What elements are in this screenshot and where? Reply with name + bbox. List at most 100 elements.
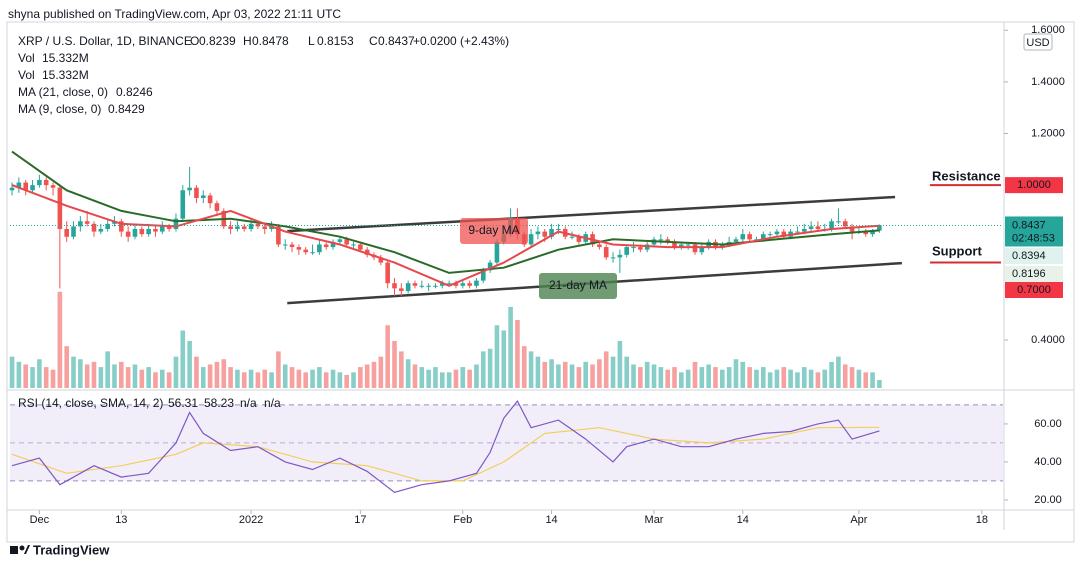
rsi-y-tick-label: 20.00	[1034, 494, 1062, 506]
volume-legend-name: Vol	[18, 68, 35, 82]
volume-bar	[371, 361, 377, 388]
level-price-box	[1005, 177, 1063, 194]
volume-bar	[248, 369, 254, 388]
currency-box[interactable]	[1023, 33, 1053, 51]
currency-label[interactable]: USD	[1026, 37, 1049, 49]
volume-bar	[849, 367, 855, 388]
rsi-sma-legend-value: 58.23	[204, 396, 234, 410]
volume-bar	[842, 364, 848, 388]
volume-bar	[344, 374, 349, 388]
level-price-label: 1.0000	[1017, 179, 1051, 191]
volume-bar	[323, 372, 329, 388]
x-tick-label: 14	[737, 514, 749, 526]
volume-bar	[153, 372, 158, 388]
volume-bar	[207, 364, 213, 388]
x-tick-label: 2022	[239, 514, 263, 526]
y-tick-label: 1.2000	[1031, 127, 1065, 139]
candle-body	[528, 234, 534, 245]
level-price-box	[1005, 282, 1063, 298]
candle-body	[576, 236, 582, 242]
volume-bar	[187, 340, 192, 388]
volume-bar	[289, 367, 295, 388]
footer-brand: TradingView	[33, 542, 110, 557]
last-price-timer: 02:48:53	[1012, 232, 1055, 244]
volume-bar	[412, 364, 418, 388]
volume-bar	[576, 367, 582, 388]
candle-body	[433, 285, 438, 287]
volume-bar	[822, 369, 828, 388]
candle-body	[610, 257, 616, 259]
candle-body	[337, 239, 343, 242]
volume-bar	[720, 369, 725, 388]
volume-bar	[699, 367, 705, 388]
volume-bar	[43, 367, 49, 388]
candle-body	[440, 283, 445, 286]
candle-body	[815, 226, 821, 230]
candle-body	[460, 283, 466, 286]
volume-bar	[617, 340, 623, 388]
candle-body	[330, 241, 336, 248]
volume-bar	[651, 364, 657, 388]
candle-body	[57, 187, 63, 230]
ma-price-label: 0.8196	[1012, 268, 1046, 280]
candle-body	[194, 187, 199, 199]
candle-body	[405, 283, 411, 291]
volume-bar	[91, 361, 97, 388]
volume-bar	[706, 364, 711, 388]
volume-bar	[392, 340, 397, 388]
candle-body	[870, 231, 875, 235]
volume-bar	[30, 367, 35, 388]
level-name: Resistance	[932, 168, 1001, 183]
volume-bar	[276, 351, 281, 388]
x-tick-label: Dec	[30, 514, 50, 526]
candle-body	[808, 226, 814, 230]
candle-body	[549, 229, 554, 237]
candle-body	[535, 231, 541, 235]
ohlc-value: 0.8239	[199, 34, 236, 48]
volume-bar	[125, 367, 131, 388]
candle-body	[241, 226, 247, 230]
candle-body	[146, 229, 151, 235]
volume-bar	[214, 361, 220, 388]
volume-bar	[241, 372, 247, 388]
candle-body	[23, 182, 29, 191]
candle-body	[207, 195, 213, 204]
rsi-y-tick-label: 60.00	[1034, 418, 1062, 430]
candle-body	[344, 239, 349, 245]
candle-body	[125, 231, 131, 237]
candle-body	[767, 234, 773, 236]
volume-bar	[501, 330, 507, 388]
volume-bar	[433, 367, 438, 388]
volume-bar	[549, 359, 554, 388]
candle-body	[64, 229, 69, 237]
y-tick-label: 0.4000	[1031, 334, 1065, 346]
candle-body	[9, 187, 15, 191]
candle-body	[863, 231, 869, 235]
volume-bar	[877, 379, 882, 388]
candle-body	[364, 249, 370, 255]
candle-body	[91, 223, 97, 232]
volume-bar	[692, 361, 698, 388]
volume-bar	[836, 356, 841, 388]
candle-body	[214, 203, 220, 211]
candle-body	[556, 229, 561, 231]
volume-bar	[453, 369, 459, 388]
volume-bar	[358, 367, 363, 388]
volume-bar	[221, 359, 227, 388]
symbol-label: XRP / U.S. Dollar, 1D, BINANCE	[18, 34, 192, 48]
candle-body	[50, 185, 56, 188]
ohlc-letter: H	[243, 34, 252, 48]
volume-bar	[303, 372, 309, 388]
volume-bar	[330, 369, 336, 388]
volume-bar	[337, 372, 343, 388]
volume-bar	[624, 356, 629, 388]
candle-body	[569, 236, 575, 238]
rsi-line	[11, 399, 880, 493]
candle-body	[617, 254, 623, 258]
volume-bar	[317, 367, 322, 388]
volume-bar	[726, 367, 732, 388]
candle-body	[842, 221, 848, 227]
volume-bar	[474, 364, 479, 388]
